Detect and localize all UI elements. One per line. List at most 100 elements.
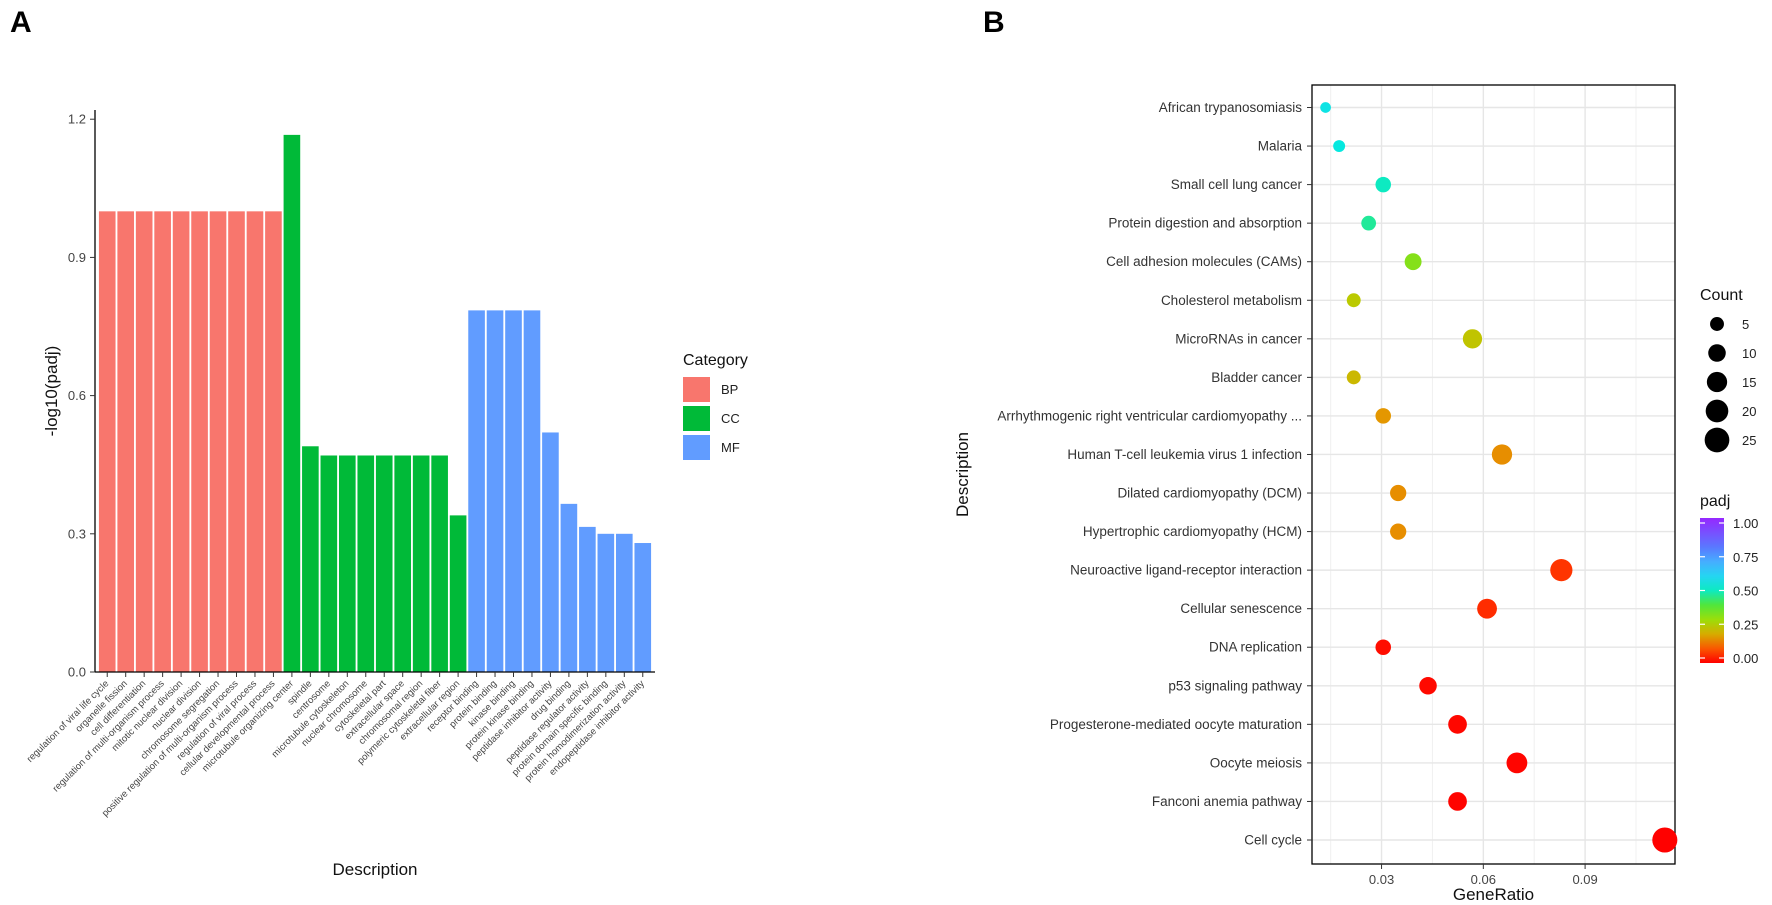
bar (523, 310, 541, 672)
y-tick-label: Small cell lung cancer (1171, 177, 1303, 192)
bar (486, 310, 504, 672)
bar (542, 432, 559, 672)
bar (135, 211, 153, 672)
kegg-enrichment-dot-plot: African trypanosomiasis Malaria Small cell… (953, 84, 1758, 904)
bar (320, 455, 338, 672)
data-point (1652, 827, 1678, 853)
data-point (1506, 752, 1528, 774)
bar (597, 533, 615, 672)
data-point (1462, 329, 1483, 349)
data-point (1346, 293, 1361, 308)
bar (228, 211, 245, 672)
color-legend-title: padj (1700, 493, 1730, 510)
y-tick-label: Dilated cardiomyopathy (DCM) (1117, 486, 1302, 501)
x-axis-title: GeneRatio (1453, 885, 1534, 904)
bar (209, 211, 227, 672)
data-point (1491, 444, 1513, 465)
y-tick-label: African trypanosomiasis (1159, 100, 1303, 115)
x-tick-label: 0.09 (1572, 872, 1597, 887)
y-tick-label: DNA replication (1209, 640, 1302, 655)
bar (283, 134, 301, 672)
y-tick-label: Neuroactive ligand-receptor interaction (1070, 563, 1302, 578)
y-tick-label: Human T-cell leukemia virus 1 infection (1067, 447, 1302, 462)
color-legend-label: 0.00 (1733, 651, 1758, 666)
plot-panel (1312, 85, 1675, 864)
size-legend-label: 5 (1742, 317, 1749, 332)
bar (357, 455, 375, 672)
y-tick-label: Arrhythmogenic right ventricular cardiom… (997, 408, 1302, 423)
y-tick-label: Progesterone-mediated oocyte maturation (1050, 717, 1302, 732)
plot-frame (1311, 84, 1676, 865)
x-tick-label: 0.06 (1471, 872, 1496, 887)
bar (394, 455, 412, 672)
data-point (1390, 523, 1407, 540)
y-tick-label: 0.9 (68, 250, 86, 265)
y-tick-label: Bladder cancer (1211, 370, 1302, 385)
legend-label: CC (721, 411, 740, 426)
bar (117, 211, 135, 672)
color-legend-label: 0.75 (1733, 550, 1758, 565)
legend-swatch (683, 377, 710, 402)
bar (375, 455, 393, 672)
bar (191, 211, 208, 672)
size-legend-label: 25 (1742, 433, 1756, 448)
y-axis-title: Description (953, 432, 972, 517)
x-axis-title: Description (332, 860, 417, 879)
bar (505, 310, 522, 672)
y-axis-title: -log10(padj) (42, 346, 61, 437)
y-tick-label: 0.6 (68, 388, 86, 403)
size-legend-label: 20 (1742, 404, 1756, 419)
data-point (1390, 484, 1407, 502)
color-legend-label: 0.50 (1733, 584, 1758, 599)
size-legend-label: 15 (1742, 375, 1756, 390)
bar (449, 515, 467, 672)
data-point (1477, 598, 1497, 619)
bar (172, 211, 190, 672)
y-tick-label: p53 signaling pathway (1168, 678, 1302, 693)
y-tick-label: Hypertrophic cardiomyopathy (HCM) (1083, 524, 1302, 539)
size-legend-dot (1710, 317, 1724, 331)
data-point (1333, 140, 1346, 153)
color-legend-label: 1.00 (1733, 516, 1758, 531)
data-point (1404, 253, 1422, 271)
legend-swatch (683, 406, 710, 431)
panel-b-label: B (983, 6, 1005, 39)
bar (154, 211, 171, 672)
y-tick-label: Cell adhesion molecules (CAMs) (1106, 254, 1302, 269)
y-tick-label: Protein digestion and absorption (1108, 216, 1302, 231)
color-legend-label: 0.25 (1733, 617, 1758, 632)
data-point (1375, 639, 1391, 655)
bar (468, 310, 485, 672)
legend-title: Category (683, 352, 748, 369)
bar (560, 503, 578, 672)
legend-swatch (683, 435, 710, 460)
size-legend-dot (1708, 344, 1726, 362)
y-tick-label: Cell cycle (1244, 833, 1302, 848)
bar (338, 455, 356, 672)
bar (615, 533, 633, 672)
legend-label: BP (721, 382, 738, 397)
bar (431, 455, 448, 672)
panel-a-label: A (10, 6, 32, 39)
data-point (1361, 215, 1377, 231)
bar (302, 446, 319, 672)
y-tick-label: Cellular senescence (1180, 601, 1302, 616)
y-tick-label: Cholesterol metabolism (1161, 293, 1302, 308)
bar (634, 543, 652, 672)
data-point (1550, 559, 1573, 582)
data-point (1375, 408, 1391, 424)
size-legend-dot (1706, 371, 1728, 393)
y-tick-label: Oocyte meiosis (1210, 755, 1303, 770)
size-legend-title: Count (1700, 287, 1743, 304)
data-point (1320, 102, 1331, 113)
data-point (1448, 792, 1467, 811)
size-legend-dot (1704, 427, 1730, 453)
y-tick-label: 1.2 (68, 112, 86, 127)
y-tick-label: Fanconi anemia pathway (1152, 794, 1302, 809)
bar (98, 211, 116, 672)
y-tick-label: MicroRNAs in cancer (1175, 331, 1302, 346)
size-legend-label: 10 (1742, 346, 1756, 361)
y-tick-label: Malaria (1258, 139, 1303, 154)
